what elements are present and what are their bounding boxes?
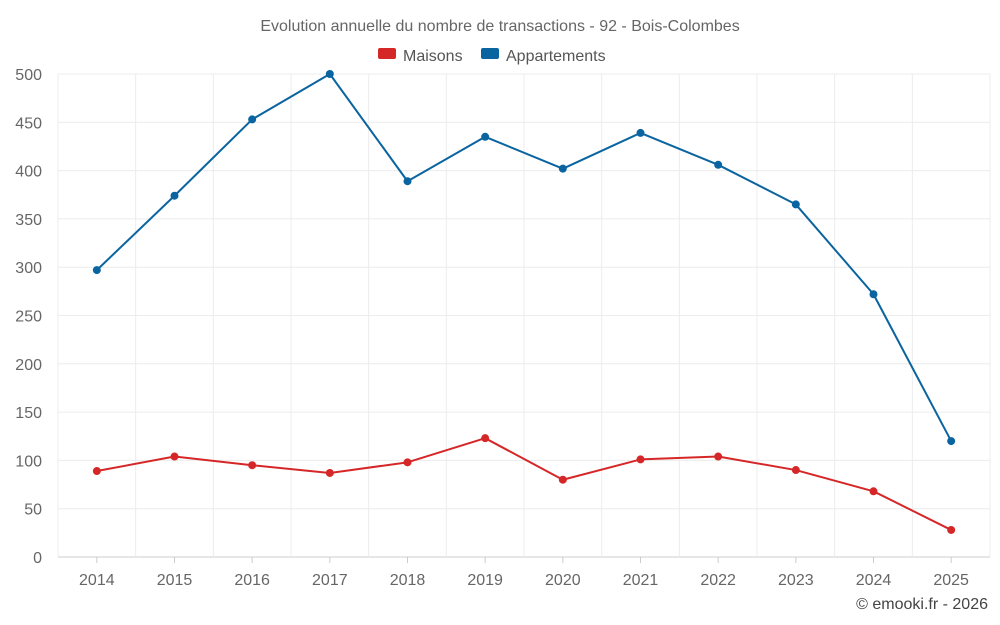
y-tick-label: 150: [15, 405, 42, 422]
legend-label-appartements[interactable]: Appartements: [506, 48, 606, 65]
series-line-appartements: [96, 73, 953, 442]
data-point-appartements[interactable]: [791, 200, 800, 209]
y-tick-label: 450: [15, 115, 42, 132]
credit-text: © emooki.fr - 2026: [856, 596, 988, 613]
legend: Maisons Appartements: [378, 48, 606, 65]
legend-swatch-appartements: [481, 48, 499, 59]
data-point-maisons[interactable]: [947, 525, 956, 534]
x-tick-label: 2015: [157, 572, 193, 589]
data-point-appartements[interactable]: [947, 437, 956, 446]
chart-title: Evolution annuelle du nombre de transact…: [260, 18, 739, 35]
x-tick-label: 2014: [79, 572, 115, 589]
x-tick-label: 2022: [700, 572, 736, 589]
data-point-appartements[interactable]: [170, 191, 179, 200]
y-axis: 0 50 100 150 200 250 300 350 400 450 500: [15, 67, 42, 567]
x-tick-label: 2019: [467, 572, 503, 589]
data-point-maisons[interactable]: [558, 475, 567, 484]
data-point-appartements[interactable]: [636, 128, 645, 137]
x-tick-label: 2023: [778, 572, 814, 589]
data-point-maisons[interactable]: [869, 487, 878, 496]
y-tick-label: 0: [33, 550, 42, 567]
x-tick-label: 2025: [933, 572, 969, 589]
grid: [57, 73, 991, 558]
x-tick-label: 2020: [545, 572, 581, 589]
y-tick-label: 100: [15, 453, 42, 470]
data-point-maisons[interactable]: [481, 434, 490, 443]
x-tick-label: 2016: [234, 572, 270, 589]
data-point-appartements[interactable]: [714, 160, 723, 169]
y-tick-label: 300: [15, 260, 42, 277]
data-point-maisons[interactable]: [248, 461, 257, 470]
x-tick-label: 2024: [856, 572, 892, 589]
x-axis: 2014 2015 2016 2017 2018 2019 2020 2021 2022 2023…: [79, 557, 969, 589]
x-tick-label: 2018: [390, 572, 426, 589]
data-point-appartements[interactable]: [403, 177, 412, 186]
data-point-appartements[interactable]: [558, 164, 567, 173]
x-tick-label: 2017: [312, 572, 348, 589]
data-point-appartements[interactable]: [248, 115, 257, 124]
data-point-maisons[interactable]: [92, 467, 101, 476]
y-tick-label: 200: [15, 357, 42, 374]
y-tick-label: 500: [15, 67, 42, 84]
data-point-maisons[interactable]: [325, 468, 334, 477]
y-tick-label: 250: [15, 309, 42, 326]
y-tick-label: 350: [15, 212, 42, 229]
data-point-appartements[interactable]: [325, 70, 334, 78]
series-group: [92, 70, 956, 534]
legend-label-maisons[interactable]: Maisons: [403, 48, 463, 65]
y-tick-label: 400: [15, 164, 42, 181]
data-point-maisons[interactable]: [403, 458, 412, 467]
x-tick-label: 2021: [623, 572, 659, 589]
data-point-appartements[interactable]: [92, 266, 101, 275]
data-point-maisons[interactable]: [791, 466, 800, 475]
data-point-maisons[interactable]: [714, 452, 723, 461]
y-tick-label: 50: [24, 502, 42, 519]
series-line-maisons: [96, 437, 952, 531]
data-point-appartements[interactable]: [869, 290, 878, 299]
data-point-appartements[interactable]: [481, 132, 490, 141]
data-point-maisons[interactable]: [170, 452, 179, 461]
legend-swatch-maisons: [378, 48, 396, 59]
data-point-maisons[interactable]: [636, 455, 645, 464]
